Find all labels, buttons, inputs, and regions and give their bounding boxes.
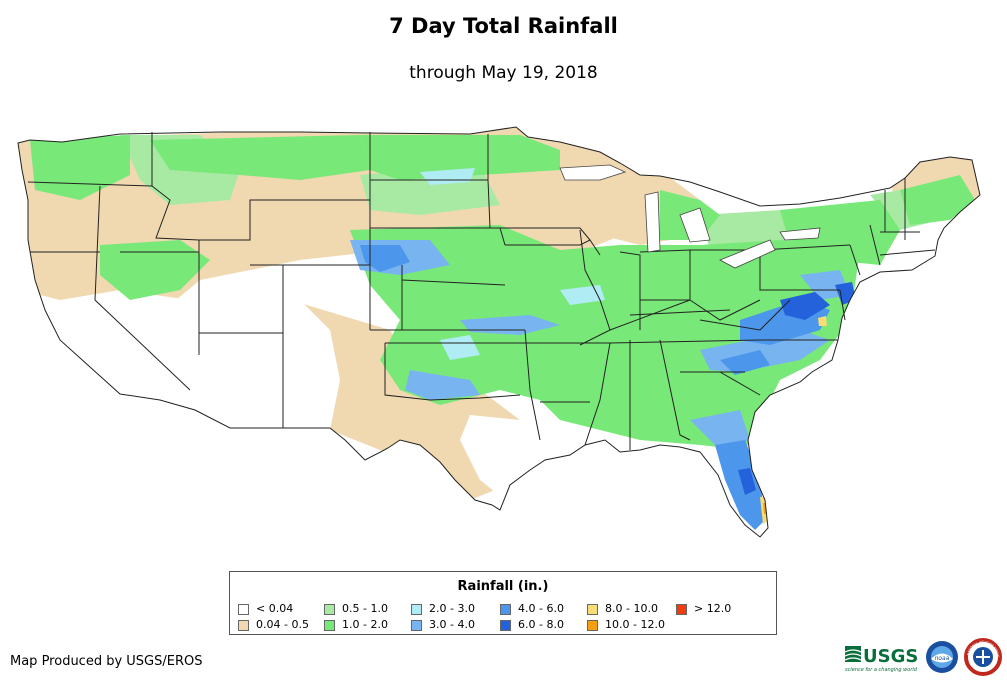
legend-label: 8.0 - 10.0 <box>605 602 658 615</box>
legend-label: 0.04 - 0.5 <box>256 618 309 631</box>
legend-swatch <box>587 603 598 615</box>
rain-zone-2.0-3.0 <box>420 168 605 360</box>
legend-item: 0.5 - 1.0 <box>324 602 388 615</box>
legend-label: 10.0 - 12.0 <box>605 618 665 631</box>
legend-item: 6.0 - 8.0 <box>500 618 564 631</box>
nws-logo: NATIONAL WEATHER SERVICE <box>963 638 1002 676</box>
usgs-logo: USGS science for a changing world <box>845 646 918 673</box>
legend-label: 0.5 - 1.0 <box>342 602 388 615</box>
legend-swatch <box>411 603 422 615</box>
great-lakes <box>559 164 821 269</box>
legend-item: < 0.04 <box>238 602 293 615</box>
noaa-logo-text: noaa <box>935 655 950 662</box>
legend-label: 6.0 - 8.0 <box>518 618 564 631</box>
map-credit: Map Produced by USGS/EROS <box>10 654 203 669</box>
legend-label: > 12.0 <box>694 602 732 615</box>
legend-item: 1.0 - 2.0 <box>324 618 388 631</box>
legend-swatch <box>676 603 687 615</box>
legend-item: 0.04 - 0.5 <box>238 618 309 631</box>
legend-swatch <box>587 619 598 631</box>
legend-item: 8.0 - 10.0 <box>587 602 658 615</box>
map-subtitle: through May 19, 2018 <box>409 63 598 83</box>
rainfall-fields <box>18 127 980 530</box>
legend-swatch <box>411 619 422 631</box>
legend-item: 3.0 - 4.0 <box>411 618 475 631</box>
state-boundaries <box>17 126 981 538</box>
legend-swatch <box>238 619 249 631</box>
legend-label: 1.0 - 2.0 <box>342 618 388 631</box>
legend-item: > 12.0 <box>676 602 731 615</box>
rain-zone-lt-0.04 <box>20 280 525 500</box>
legend-label: 2.0 - 3.0 <box>429 602 475 615</box>
legend-item: 10.0 - 12.0 <box>587 618 665 631</box>
legend-label: 3.0 - 4.0 <box>429 618 475 631</box>
noaa-logo: noaa <box>926 641 958 673</box>
usgs-logo-tagline: science for a changing world <box>845 667 918 673</box>
legend-item: 4.0 - 6.0 <box>500 602 564 615</box>
rain-zone-1.0-2.0 <box>30 135 975 450</box>
legend-swatch <box>238 603 249 615</box>
legend-swatch <box>500 619 511 631</box>
legend-label: 4.0 - 6.0 <box>518 602 564 615</box>
legend-swatch <box>500 603 511 615</box>
legend-label: < 0.04 <box>256 602 294 615</box>
rainfall-map <box>17 126 981 538</box>
legend-swatch <box>324 603 335 615</box>
map-title: 7 Day Total Rainfall <box>389 14 618 38</box>
usgs-logo-text: USGS <box>863 646 918 667</box>
legend: Rainfall (in.) < 0.04 0.04 - 0.5 0.5 - 1.0… <box>229 571 777 635</box>
legend-item: 2.0 - 3.0 <box>411 602 475 615</box>
legend-swatch <box>324 619 335 631</box>
legend-title: Rainfall (in.) <box>457 579 549 594</box>
